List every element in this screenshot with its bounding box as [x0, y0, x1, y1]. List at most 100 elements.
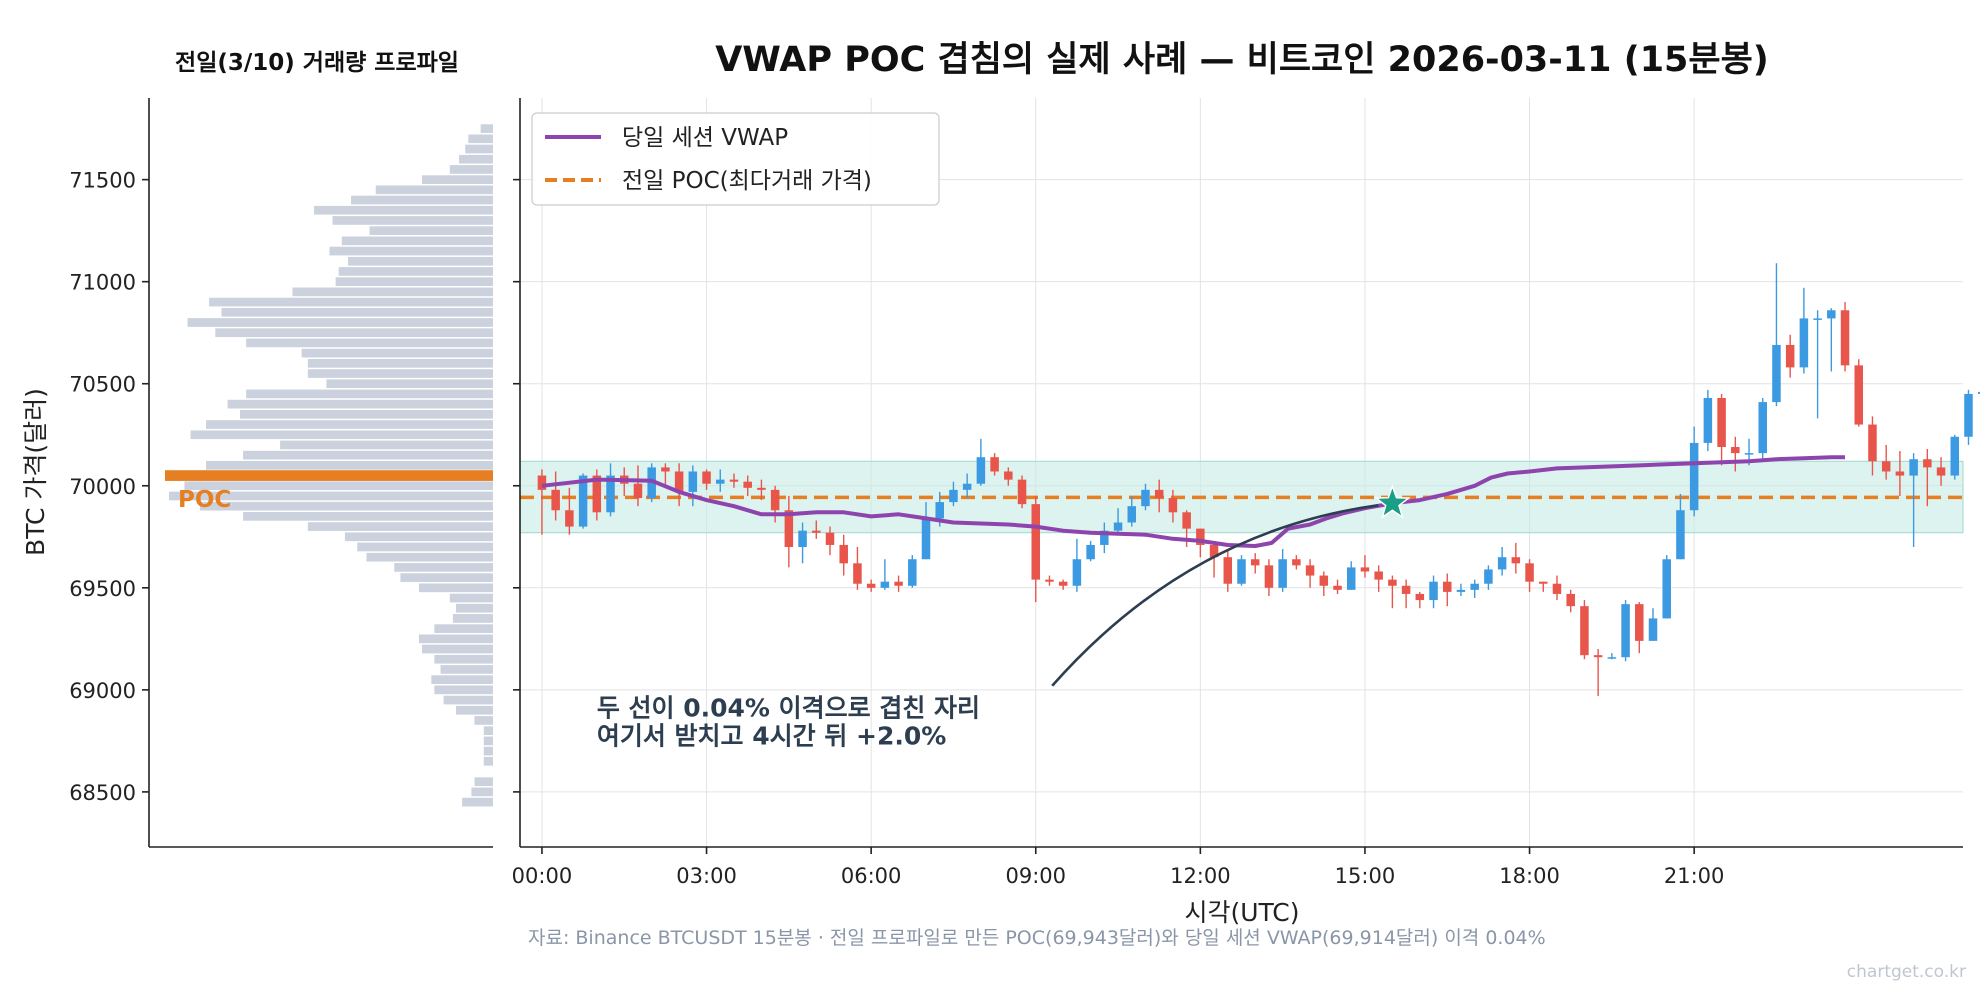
- candle-body-5: [606, 475, 615, 513]
- candle-body-66: [1442, 581, 1452, 592]
- profile-bar-54: [431, 675, 493, 685]
- y-axis-label: BTC 가격(달러): [21, 388, 50, 556]
- candle-body-100: [1909, 459, 1918, 476]
- profile-bar-15: [335, 277, 493, 287]
- profile-bar-13: [347, 256, 493, 266]
- poc-label: POC: [178, 487, 231, 513]
- legend-poc-label: 전일 POC(최다거래 가격): [622, 168, 872, 194]
- main-chart-panel: VWAP POC 겹침의 실제 사례 — 비트코인 2026-03-11 (15…: [512, 40, 1980, 927]
- candle-body-83: [1676, 510, 1685, 560]
- profile-bar-9: [332, 216, 493, 225]
- candle-body-77: [1593, 655, 1603, 658]
- candle-body-61: [1374, 571, 1383, 580]
- candle-body-55: [1292, 559, 1301, 566]
- candle-body-24: [866, 583, 876, 588]
- profile-bar-46: [449, 593, 493, 603]
- candle-body-69: [1484, 569, 1493, 584]
- overlap-star-marker: [1374, 484, 1411, 519]
- profile-bar-41: [357, 542, 493, 552]
- candle-body-80: [1635, 604, 1644, 641]
- profile-bar-21: [246, 338, 493, 348]
- candle-body-25: [880, 581, 890, 588]
- profile-bar-23: [307, 358, 493, 368]
- x-tick-label-2: 06:00: [841, 864, 902, 888]
- legend: 당일 세션 VWAP 전일 POC(최다거래 가격): [531, 112, 940, 206]
- candle-body-71: [1511, 557, 1521, 564]
- annotation-arrow: [1051, 504, 1379, 687]
- candle-body-22: [839, 544, 848, 564]
- candle-body-0: [537, 475, 547, 490]
- candle-body-50: [1223, 557, 1233, 584]
- profile-bar-51: [422, 644, 493, 654]
- profile-bar-36: [169, 491, 493, 501]
- candle-body-7: [633, 483, 643, 499]
- x-tick-label-4: 12:00: [1170, 864, 1231, 888]
- profile-bar-49: [434, 624, 493, 633]
- candle-body-44: [1141, 489, 1150, 507]
- x-tick-label-0: 00:00: [512, 864, 573, 888]
- profile-bar-17: [209, 297, 493, 307]
- candle-body-67: [1456, 589, 1466, 592]
- candle-body-62: [1388, 579, 1397, 586]
- candle-body-85: [1703, 398, 1713, 443]
- candle-body-16: [757, 487, 766, 490]
- candle-body-41: [1100, 530, 1109, 545]
- profile-bar-11: [341, 236, 493, 246]
- candle-body-58: [1333, 585, 1342, 590]
- candle-body-13: [716, 479, 725, 484]
- y-tick-label-6: 71500: [69, 169, 136, 193]
- y-tick-label-4: 70500: [69, 373, 136, 397]
- profile-bar-19: [187, 318, 493, 327]
- candle-body-103: [1950, 436, 1960, 476]
- candle-body-56: [1305, 565, 1315, 576]
- candle-body-102: [1936, 467, 1946, 476]
- candle-body-51: [1237, 559, 1246, 584]
- profile-y-ticks: 68500 69000 69500 70000 70500 71000 71500: [69, 169, 149, 805]
- y-tick-label-2: 69500: [69, 577, 136, 601]
- candle-body-76: [1580, 606, 1589, 656]
- annotation-line-2: 여기서 받치고 4시간 뒤 +2.0%: [597, 722, 947, 751]
- profile-bar-63: [474, 777, 493, 787]
- candle-body-94: [1827, 310, 1836, 319]
- y-tick-label-0: 68500: [69, 781, 136, 805]
- candle-body-90: [1772, 344, 1781, 403]
- candle-body-63: [1401, 585, 1411, 594]
- profile-bar-8: [314, 205, 493, 215]
- profile-bar-47: [455, 603, 493, 613]
- candle-body-39: [1072, 559, 1082, 586]
- profile-bar-27: [227, 399, 493, 409]
- profile-bar-7: [351, 195, 493, 205]
- candle-body-52: [1250, 559, 1260, 566]
- profile-bar-35: [184, 481, 493, 491]
- profile-bar-25: [326, 379, 493, 389]
- candle-body-86: [1717, 398, 1726, 447]
- profile-bar-44: [400, 573, 493, 582]
- candle-body-82: [1662, 559, 1671, 619]
- profile-bar-42: [366, 552, 493, 562]
- candle-body-54: [1278, 559, 1287, 588]
- candle-body-36: [1031, 504, 1041, 580]
- profile-bar-53: [440, 665, 493, 674]
- profile-bar-24: [307, 369, 493, 378]
- profile-bar-50: [418, 634, 493, 644]
- profile-bar-61: [483, 746, 493, 756]
- profile-bar-2: [465, 144, 493, 154]
- annotation-text: 두 선이 0.04% 이격으로 겹친 자리 여기서 받치고 4시간 뒤 +2.0…: [597, 694, 989, 751]
- candle-body-30: [949, 489, 958, 503]
- candle-body-98: [1881, 461, 1891, 472]
- x-axis-label: 시각(UTC): [1184, 898, 1299, 927]
- candle-body-81: [1648, 618, 1658, 641]
- legend-vwap-label: 당일 세션 VWAP: [622, 125, 788, 151]
- y-tick-label-5: 71000: [69, 271, 136, 295]
- candle-body-14: [729, 479, 739, 482]
- profile-bar-18: [221, 307, 493, 317]
- profile-bar-37: [199, 501, 493, 511]
- candle-body-64: [1415, 593, 1425, 601]
- candle-body-88: [1744, 453, 1754, 455]
- profile-bar-55: [434, 685, 493, 695]
- profile-bar-39: [307, 522, 493, 531]
- y-tick-label-1: 69000: [69, 679, 136, 703]
- profile-bar-12: [329, 246, 493, 256]
- candle-body-99: [1895, 471, 1905, 476]
- profile-bar-20: [215, 328, 494, 338]
